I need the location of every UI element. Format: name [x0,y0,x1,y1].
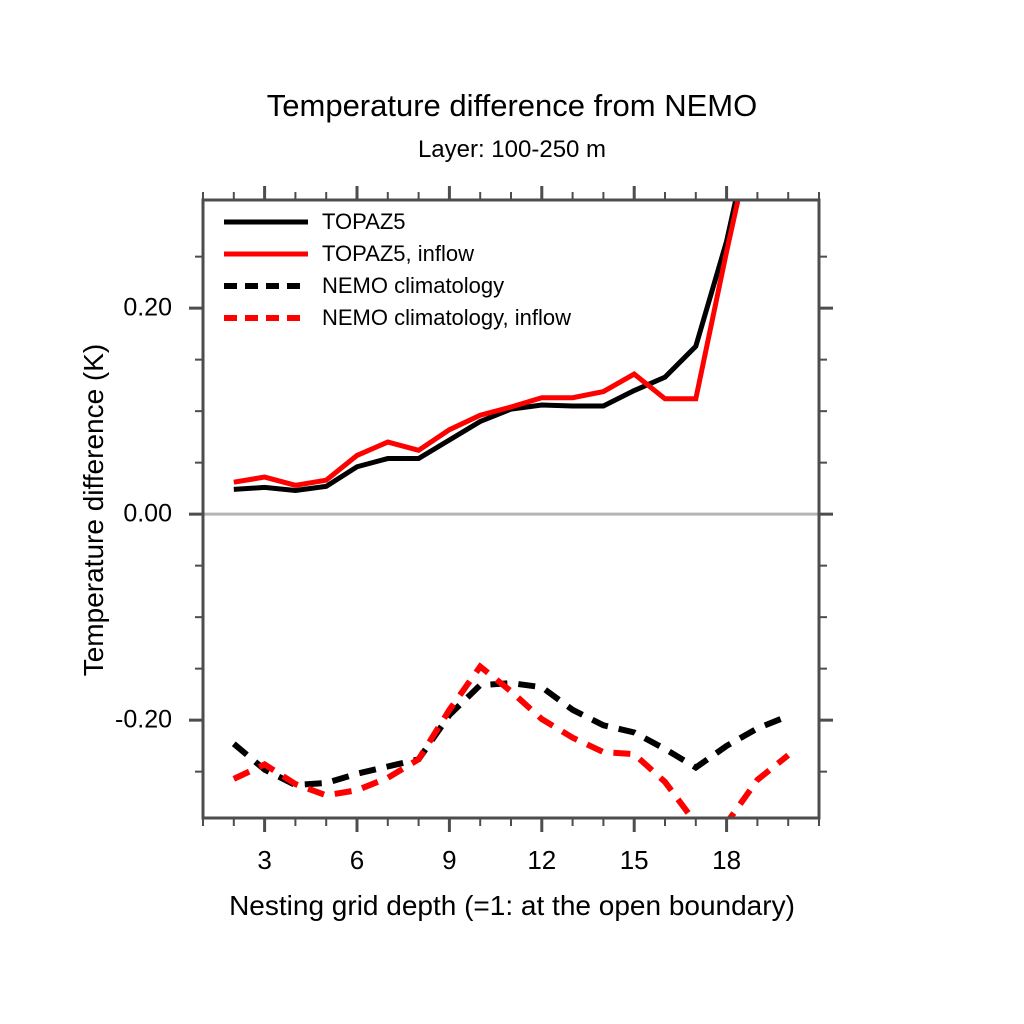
legend-swatch-icon [222,307,310,329]
legend-item: NEMO climatology, inflow [222,304,642,332]
chart-title: Temperature difference from NEMO [266,88,758,123]
series-line-3 [232,662,791,818]
series-line-2 [231,680,790,789]
chart-legend: TOPAZ5 TOPAZ5, inflow NEMO climatology NEMO… [222,208,642,336]
legend-label: TOPAZ5 [322,209,406,234]
legend-label: NEMO climatology [322,273,505,298]
y-tick-label: 0.00 [123,499,172,528]
y-axis-tick-labels: 0.20 0.00 -0.20 [62,0,172,1024]
legend-swatch-icon [222,243,310,265]
y-tick-label: 0.20 [123,293,172,322]
x-tick-label: 15 [619,845,649,875]
x-tick-label: 18 [712,845,742,875]
x-axis-title: Nesting grid depth (=1: at the open boun… [229,890,795,921]
chart-subtitle: Layer: 100-250 m [417,136,607,163]
x-tick-label: 6 [349,845,365,875]
series-line-1 [233,200,741,488]
legend-item: TOPAZ5 [222,208,642,236]
legend-item: NEMO climatology [222,272,642,300]
legend-swatch-icon [222,275,310,297]
y-tick-label: -0.20 [115,705,172,734]
legend-label: NEMO climatology, inflow [322,305,571,330]
x-tick-label: 9 [442,845,457,875]
legend-swatch-icon [222,211,310,233]
legend-label: TOPAZ5, inflow [322,241,475,266]
x-tick-label: 3 [257,845,272,875]
x-tick-label: 12 [527,845,557,875]
legend-item: TOPAZ5, inflow [222,240,642,268]
